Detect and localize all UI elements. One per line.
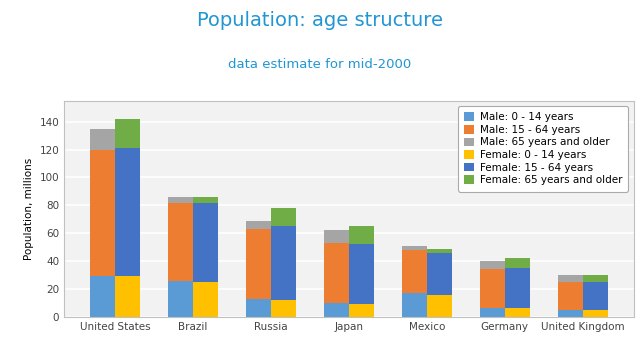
Bar [90,149,115,276]
Bar [115,148,140,276]
Bar [427,253,452,294]
Bar [402,293,427,317]
Bar [271,300,296,317]
Bar [480,269,505,309]
Bar [583,310,608,317]
Bar [505,268,530,309]
Bar [168,203,193,280]
Bar [558,310,583,317]
Bar [349,304,374,317]
Bar [324,303,349,317]
Bar [246,229,271,299]
Bar [193,282,218,317]
Bar [246,221,271,229]
Bar [505,309,530,317]
Bar [402,250,427,293]
Bar [505,258,530,268]
Bar [480,309,505,317]
Bar [349,226,374,244]
Bar [558,282,583,310]
Bar [193,197,218,203]
Bar [168,280,193,317]
Bar [193,203,218,282]
Text: Population: age structure: Population: age structure [197,11,443,30]
Bar [115,276,140,317]
Bar [90,129,115,149]
Bar [168,197,193,203]
Bar [246,299,271,317]
Bar [427,248,452,253]
Text: data estimate for mid-2000: data estimate for mid-2000 [228,58,412,71]
Bar [271,208,296,226]
Bar [583,282,608,310]
Bar [115,119,140,148]
Bar [271,226,296,300]
Bar [349,244,374,304]
Bar [324,230,349,243]
Bar [480,261,505,269]
Bar [90,276,115,317]
Legend: Male: 0 - 14 years, Male: 15 - 64 years, Male: 65 years and older, Female: 0 - 1: Male: 0 - 14 years, Male: 15 - 64 years,… [458,106,628,192]
Bar [583,275,608,282]
Bar [324,243,349,303]
Bar [402,246,427,250]
Bar [558,275,583,282]
Y-axis label: Population, millions: Population, millions [24,158,34,260]
Bar [427,294,452,317]
